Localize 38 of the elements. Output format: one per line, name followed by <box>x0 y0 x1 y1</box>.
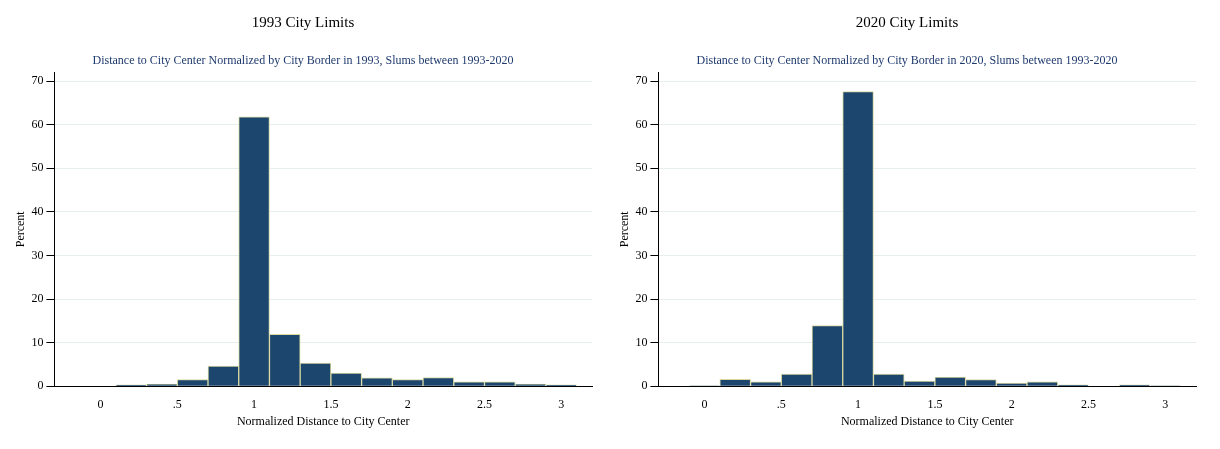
y-tick-label: 30 <box>31 247 44 262</box>
x-axis-title: Normalized Distance to City Center <box>840 413 1014 428</box>
y-tick-label: 50 <box>31 160 44 175</box>
y-tick-label: 50 <box>635 160 648 175</box>
x-tick-label: .5 <box>172 396 182 411</box>
chart-title: 1993 City Limits <box>251 13 355 30</box>
chart-subtitle: Distance to City Center Normalized by City Border in 1993, Slums between 1993-2020 <box>92 53 514 68</box>
y-tick-label: 60 <box>635 116 648 131</box>
x-tick-label: 3 <box>558 396 565 411</box>
x-tick-label: 2 <box>404 396 411 411</box>
y-tick-label: 40 <box>635 204 648 219</box>
y-tick-label: 70 <box>635 73 648 88</box>
x-tick-label: 1 <box>251 396 258 411</box>
y-tick-label: 0 <box>641 378 648 393</box>
y-tick-label: 20 <box>31 291 44 306</box>
x-tick-label: 2.5 <box>1080 396 1096 411</box>
x-tick-label: 1.5 <box>927 396 943 411</box>
x-tick-label: .5 <box>776 396 786 411</box>
y-tick-label: 30 <box>635 247 648 262</box>
x-tick-label: 3 <box>1162 396 1169 411</box>
y-tick-label: 40 <box>31 204 44 219</box>
y-axis-title: Percent <box>617 210 632 248</box>
x-tick-label: 2.5 <box>476 396 492 411</box>
x-tick-label: 1.5 <box>323 396 339 411</box>
y-tick-label: 0 <box>37 378 44 393</box>
chart-subtitle: Distance to City Center Normalized by City Border in 2020, Slums between 1993-2020 <box>696 53 1118 68</box>
chart-title: 2020 City Limits <box>855 13 959 30</box>
y-tick-label: 60 <box>31 116 44 131</box>
y-tick-label: 20 <box>635 291 648 306</box>
x-tick-label: 2 <box>1008 396 1015 411</box>
y-tick-label: 70 <box>31 73 44 88</box>
y-tick-label: 10 <box>635 334 648 349</box>
y-axis-title: Percent <box>13 210 28 248</box>
x-axis-title: Normalized Distance to City Center <box>236 413 410 428</box>
x-tick-label: 0 <box>97 396 104 411</box>
x-tick-label: 0 <box>701 396 708 411</box>
y-tick-label: 10 <box>31 334 44 349</box>
x-tick-label: 1 <box>855 396 862 411</box>
